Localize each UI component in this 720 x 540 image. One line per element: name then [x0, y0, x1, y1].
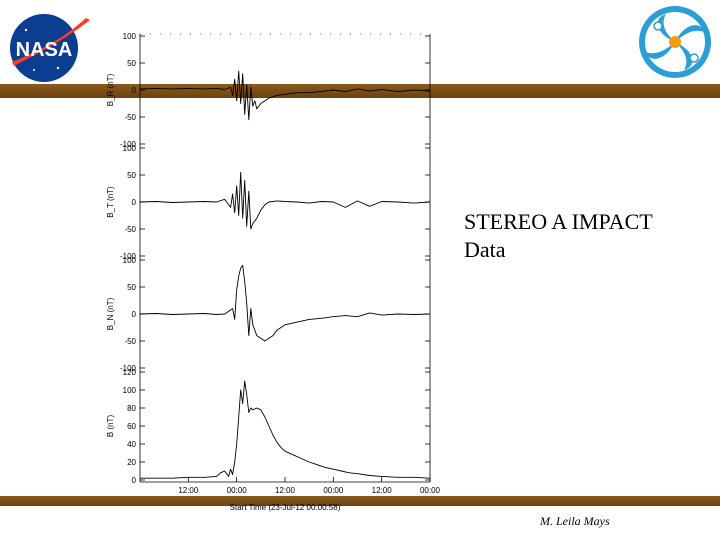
panel-2: 100 50 0 -50 -100 B_T (nT) — [106, 144, 431, 261]
y-tick-label: 100 — [123, 144, 137, 153]
y-tick-label: 50 — [127, 283, 136, 292]
y-axis-label: B_T (nT) — [106, 186, 115, 218]
panel-4: 120 100 80 60 40 20 0 B (nT) — [106, 368, 431, 485]
x-tick-label: 12:00 — [275, 486, 296, 495]
y-tick-label: 100 — [123, 386, 137, 395]
y-tick-label: 40 — [127, 440, 136, 449]
x-tick-label: 00:00 — [323, 486, 344, 495]
x-axis-label: Start Time (23-Jul-12 00:00:58) — [230, 503, 341, 512]
footer-bar — [0, 496, 720, 506]
data-line — [139, 264, 431, 342]
panel-3: 100 50 0 -50 -100 B_N (nT) — [106, 256, 431, 373]
y-tick-label: -50 — [124, 113, 136, 122]
y-tick-label: 50 — [127, 59, 136, 68]
y-tick-label: 60 — [127, 422, 136, 431]
svg-text:NASA: NASA — [16, 39, 73, 61]
x-axis: 12:00 00:00 12:00 00:00 12:00 00:00 — [140, 477, 441, 495]
stereo-logo-icon — [639, 6, 711, 78]
y-tick-label: -100 — [120, 140, 137, 149]
author-credit: M. Leila Mays — [540, 514, 610, 528]
chart-panels: 100 50 0 -50 -100 B_R (nT) 100 50 0 -50 -100 B_T (n… — [106, 32, 431, 485]
y-tick-label: 100 — [123, 256, 137, 265]
nasa-logo-icon: NASA — [10, 14, 90, 82]
y-tick-label: 0 — [132, 476, 137, 485]
y-tick-label: -50 — [124, 337, 136, 346]
y-tick-label: 80 — [127, 404, 136, 413]
y-tick-label: 50 — [127, 171, 136, 180]
data-line — [139, 70, 431, 121]
y-axis-label: B_R (nT) — [106, 73, 115, 106]
slide-title: STEREO A IMPACT Data — [464, 209, 653, 262]
y-tick-label: 0 — [132, 86, 137, 95]
y-axis-label: B (nT) — [106, 415, 115, 438]
y-axis-label: B_N (nT) — [106, 297, 115, 330]
x-tick-label: 12:00 — [372, 486, 393, 495]
data-line — [140, 380, 431, 479]
y-tick-label: -100 — [120, 252, 137, 261]
y-tick-label: 0 — [132, 198, 137, 207]
data-line — [139, 171, 431, 230]
x-tick-label: 00:00 — [227, 486, 248, 495]
panel-1: 100 50 0 -50 -100 B_R (nT) — [106, 32, 431, 149]
x-tick-label: 12:00 — [178, 486, 199, 495]
y-tick-label: 120 — [123, 368, 137, 377]
impact-magnetic-field-chart: 100 50 0 -50 -100 B_R (nT) 100 50 0 -50 -100 B_T (n… — [106, 32, 441, 512]
y-tick-label: -50 — [124, 225, 136, 234]
x-tick-label: 00:00 — [420, 486, 441, 495]
y-tick-label: 0 — [132, 310, 137, 319]
y-tick-label: -100 — [120, 364, 137, 373]
y-tick-label: 100 — [123, 32, 137, 41]
header-bar — [0, 84, 720, 98]
y-tick-label: 20 — [127, 458, 136, 467]
